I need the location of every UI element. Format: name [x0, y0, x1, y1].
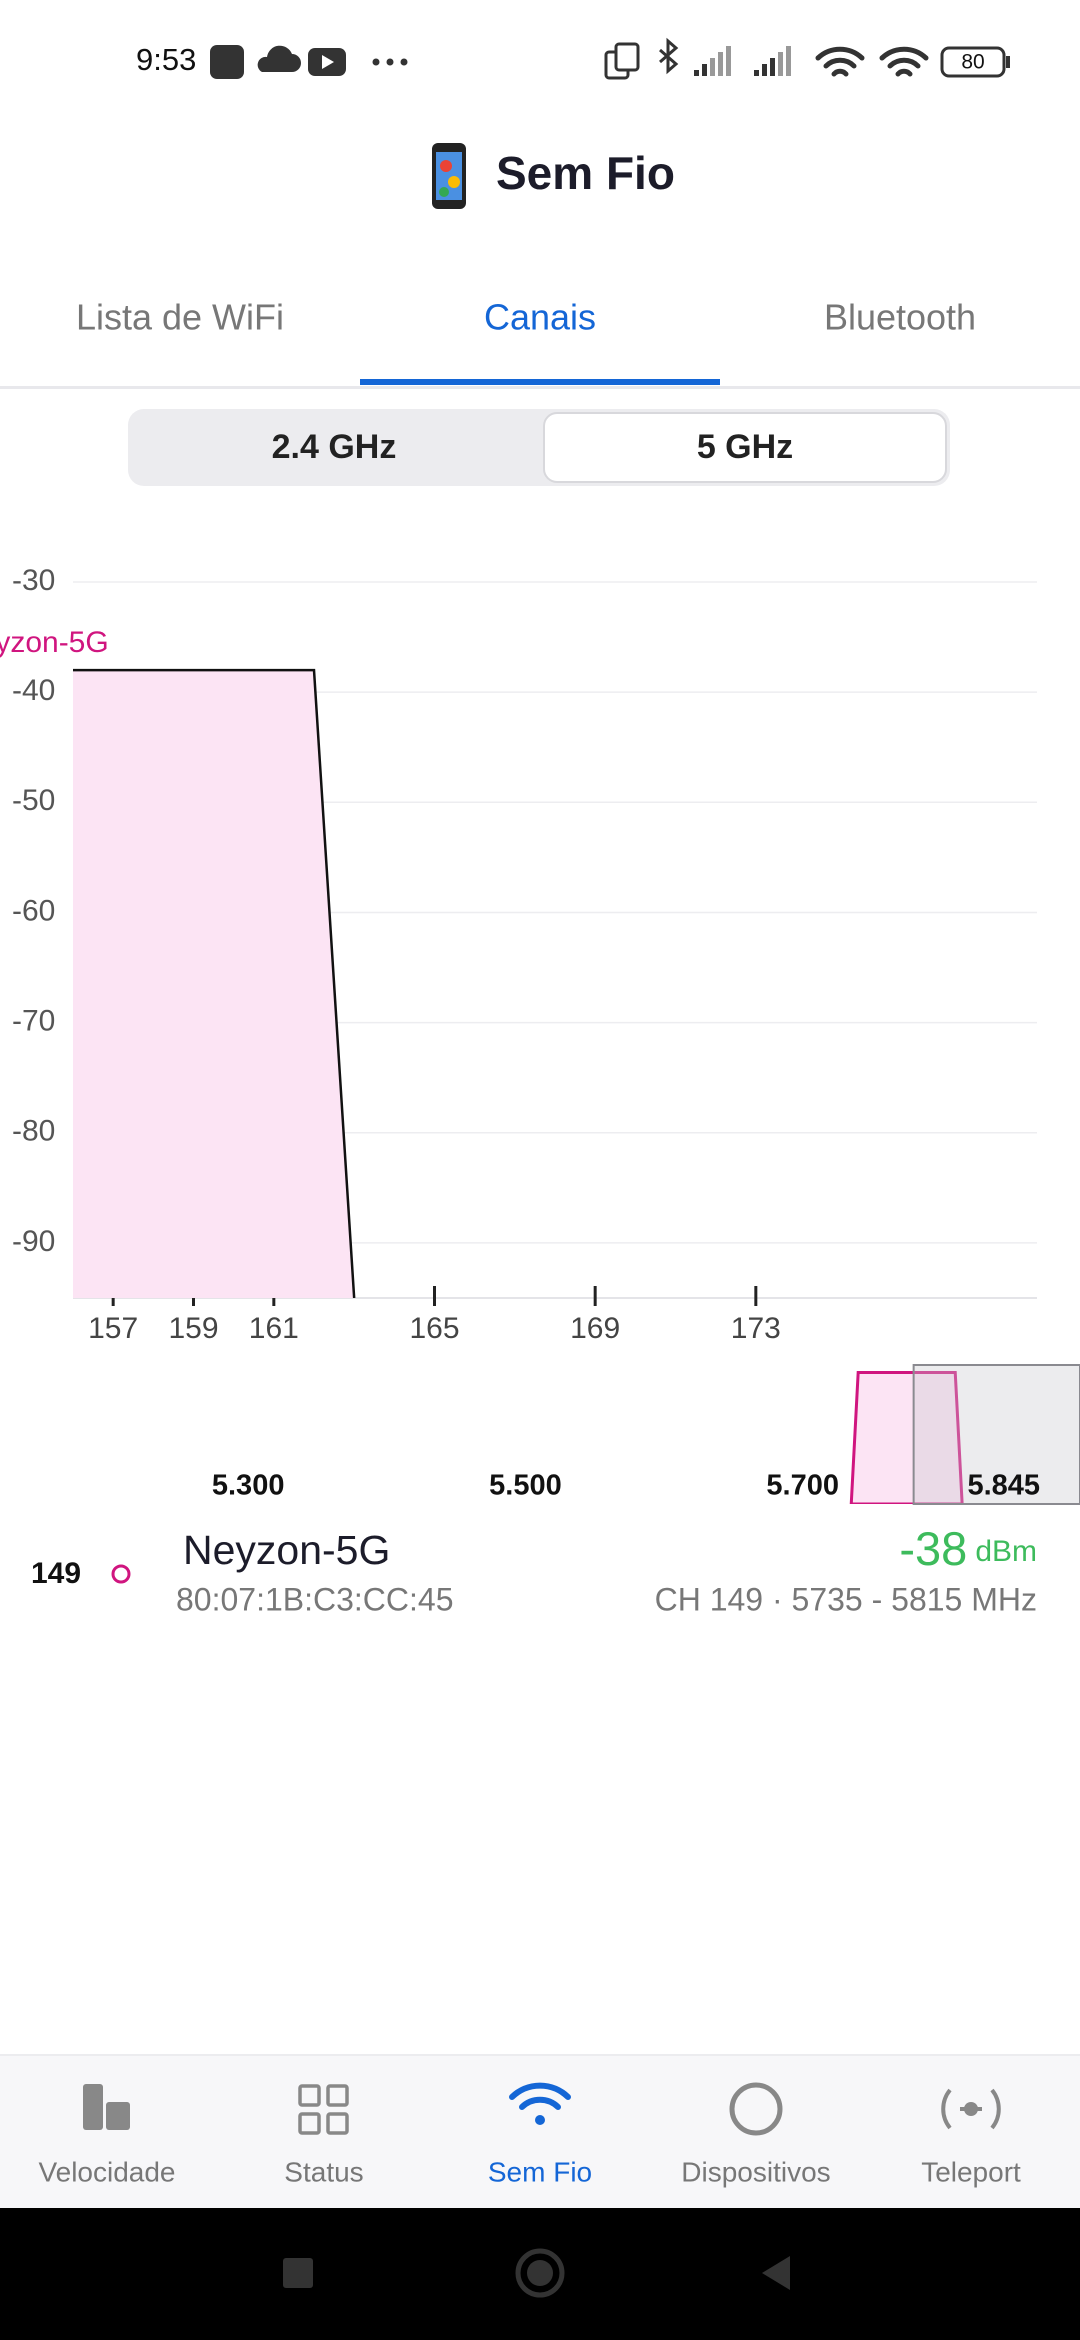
network-color-dot	[111, 1564, 131, 1584]
network-bssid: 80:07:1B:C3:CC:45	[176, 1581, 454, 1617]
y-tick-label: -60	[12, 894, 55, 927]
nav-label[interactable]: Sem Fio	[488, 2156, 592, 2187]
tab[interactable]: Bluetooth	[824, 297, 976, 338]
nav-background	[0, 2054, 1080, 2208]
network-area	[73, 670, 355, 1298]
status-icon	[210, 45, 244, 79]
nav-label[interactable]: Dispositivos	[681, 2156, 830, 2187]
tab-indicator	[360, 379, 720, 385]
status-bluetooth	[659, 37, 679, 75]
header: Sem Fio	[432, 143, 675, 209]
status-icon	[614, 42, 640, 72]
x-tick-label: 169	[570, 1312, 620, 1345]
bottom-nav: Velocidade Status Sem Fio Dispositivos T…	[0, 2054, 1080, 2208]
nav-label[interactable]: Velocidade	[38, 2156, 175, 2187]
overview-tick-label: 5.300	[212, 1470, 285, 1502]
nav-icon	[509, 2082, 571, 2110]
band-option[interactable]: 5 GHz	[697, 428, 793, 466]
nav-label[interactable]: Teleport	[921, 2156, 1021, 2187]
status-battery	[940, 46, 1006, 78]
x-tick-label: 157	[88, 1312, 138, 1345]
status-time: 9:53	[136, 42, 196, 77]
overview-tick-label: 5.845	[967, 1470, 1040, 1502]
y-tick-label: -30	[12, 564, 55, 597]
network-ssid: Neyzon-5G	[183, 1527, 390, 1573]
system-nav	[0, 2208, 1080, 2340]
nav-icon	[83, 2084, 130, 2130]
x-tick-label: 173	[731, 1312, 781, 1345]
system-recents[interactable]	[283, 2258, 313, 2288]
status-battery-tip	[1006, 56, 1010, 68]
y-tick-label: -90	[12, 1225, 55, 1258]
network-shape	[73, 668, 356, 1298]
overview-window	[912, 1364, 1080, 1505]
status-wifi	[879, 46, 929, 77]
network-channel: 149	[31, 1557, 81, 1590]
x-tick-label: 165	[409, 1312, 459, 1345]
overview-network	[849, 1370, 964, 1504]
overview-tick-label: 5.500	[489, 1470, 562, 1502]
y-tick-label: -50	[12, 784, 55, 817]
nav-divider	[0, 2054, 1080, 2056]
x-tick-label: 161	[249, 1312, 299, 1345]
status-more	[372, 58, 408, 66]
nav-icon	[535, 2115, 545, 2125]
status-wifi	[815, 46, 865, 77]
network-outline	[73, 668, 356, 1298]
band-option[interactable]: 2.4 GHz	[272, 428, 397, 466]
system-home[interactable]	[515, 2248, 565, 2298]
status-bar: 9:53 80	[136, 37, 1010, 80]
tab[interactable]: Canais	[484, 297, 596, 338]
system-home	[527, 2260, 553, 2286]
status-battery-level: 80	[961, 51, 984, 74]
y-tick-label: -80	[12, 1115, 55, 1148]
signal-unit: dBm	[975, 1535, 1037, 1568]
header-title: Sem Fio	[496, 147, 675, 199]
signal-value: -38	[899, 1522, 967, 1575]
nav-label[interactable]: Status	[284, 2156, 363, 2187]
overview-tick-label: 5.700	[766, 1470, 839, 1502]
x-tick-label: 159	[168, 1312, 218, 1345]
overview-network-area	[849, 1370, 964, 1504]
tab[interactable]: Lista de WiFi	[76, 297, 284, 338]
app-icon	[440, 160, 452, 172]
system-back[interactable]	[762, 2256, 790, 2290]
tab-bar: Lista de WiFi Canais Bluetooth	[0, 297, 1080, 389]
status-icon	[322, 55, 334, 69]
network-row[interactable]: 149 Neyzon-5G 80:07:1B:C3:CC:45 -38 dBm C…	[31, 1522, 1037, 1617]
app-icon	[448, 176, 460, 188]
network-label: Neyzon-5G	[0, 626, 109, 659]
band-selector: 2.4 GHz 5 GHz	[128, 409, 950, 486]
nav-icon	[298, 2084, 349, 2135]
network-details: CH 149 · 5735 - 5815 MHz	[655, 1581, 1037, 1617]
network-signal: -38 dBm	[899, 1522, 1037, 1575]
status-icon	[257, 45, 301, 72]
tab-divider	[0, 386, 1080, 389]
channel-chart: -30 -40 -50 -60 -70 -80 -90 157 159 161 165 169 173 N…	[0, 564, 1037, 1345]
nav-icon	[964, 2102, 978, 2116]
y-tick-label: -70	[12, 1005, 55, 1038]
y-tick-label: -40	[12, 674, 55, 707]
overview-chart[interactable]: 5.300 5.500 5.700 5.845	[212, 1364, 1080, 1505]
segment-selected	[543, 412, 947, 483]
app-icon	[439, 187, 449, 197]
status-signal	[694, 46, 791, 76]
nav-icon	[729, 2082, 783, 2136]
